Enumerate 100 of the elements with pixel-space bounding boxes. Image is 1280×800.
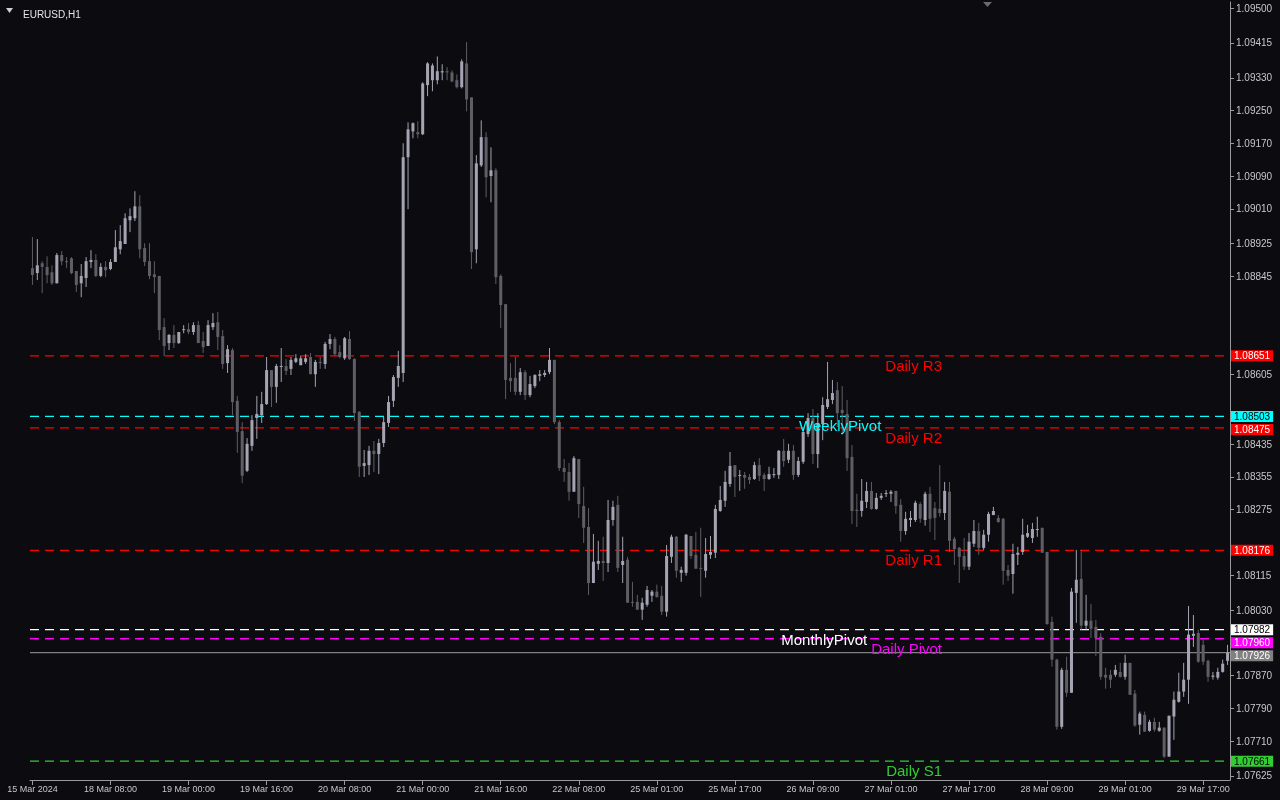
candlestick <box>591 533 595 584</box>
text: 1.07960 <box>1234 637 1271 649</box>
candlestick <box>869 481 873 511</box>
candlestick <box>79 263 83 298</box>
candlestick <box>1089 603 1093 639</box>
candlestick <box>372 440 376 473</box>
ref-line-label: Daily R3 <box>885 356 943 374</box>
candlestick <box>289 356 293 376</box>
candlestick <box>435 55 439 85</box>
candlestick <box>669 534 673 564</box>
candlestick <box>1030 522 1034 544</box>
candlestick <box>489 146 493 203</box>
text: 1.08503 <box>1234 410 1271 422</box>
candlestick <box>284 358 288 376</box>
candlestick <box>143 242 147 267</box>
candlestick <box>513 356 517 396</box>
text: 1.07661 <box>1234 755 1271 767</box>
y-tick-label: 1.08030 <box>1236 604 1273 616</box>
candlestick <box>84 256 88 288</box>
candlestick <box>787 443 791 464</box>
candlestick <box>938 464 942 518</box>
candlestick <box>567 462 571 502</box>
candlestick <box>767 466 771 481</box>
candlestick <box>694 531 698 570</box>
candlestick <box>757 457 761 482</box>
candlestick <box>255 395 259 440</box>
candlestick <box>396 350 400 388</box>
candlestick <box>206 319 210 347</box>
candlestick <box>1021 518 1025 556</box>
candlestick <box>1143 711 1147 733</box>
candlestick <box>601 536 605 582</box>
ref-line-label: Daily S1 <box>886 762 942 780</box>
y-tick-label: 1.07870 <box>1236 670 1273 682</box>
text: 1.08475 <box>1234 423 1271 435</box>
candlestick <box>269 369 273 408</box>
candlestick <box>387 395 391 428</box>
candlestick <box>50 264 54 286</box>
text: EURUSD,H1 <box>23 8 82 20</box>
y-tick-label: 1.08115 <box>1236 569 1272 581</box>
candlestick <box>772 467 776 479</box>
candlestick <box>1191 614 1195 648</box>
candlestick <box>382 416 386 448</box>
text: 1.08651 <box>1234 350 1271 362</box>
candlestick <box>216 311 220 351</box>
ref-line-label: Daily R1 <box>885 551 943 569</box>
candlestick <box>913 500 917 523</box>
x-tick-label: 29 Mar 17:00 <box>1176 783 1230 794</box>
candlestick <box>630 581 634 608</box>
candlestick <box>699 527 703 598</box>
x-tick-label: 21 Mar 00:00 <box>396 783 450 794</box>
candlestick <box>918 501 922 524</box>
text: 1.08176 <box>1234 544 1271 556</box>
text: 1.07982 <box>1234 624 1271 636</box>
candlestick <box>660 585 664 616</box>
candlestick <box>274 363 278 404</box>
candlestick <box>826 361 830 410</box>
candlestick <box>279 347 283 383</box>
y-tick-label: 1.08355 <box>1236 471 1273 483</box>
candlestick <box>884 489 888 498</box>
candlestick <box>167 333 171 351</box>
x-tick-label: 28 Mar 09:00 <box>1020 783 1074 794</box>
y-tick-label: 1.08605 <box>1236 369 1273 381</box>
candlestick <box>708 535 712 560</box>
candlestick <box>323 341 327 370</box>
y-tick-label: 1.09170 <box>1236 137 1273 149</box>
candlestick <box>645 585 649 608</box>
x-tick-label: 26 Mar 09:00 <box>786 783 840 794</box>
candlestick <box>943 481 947 521</box>
x-tick-label: 19 Mar 16:00 <box>240 783 294 794</box>
candlestick <box>982 529 986 551</box>
candlestick <box>957 546 961 584</box>
candlestick <box>621 536 625 584</box>
x-tick-label: 20 Mar 08:00 <box>318 783 372 794</box>
candlestick <box>40 260 44 294</box>
candlestick <box>391 374 395 408</box>
candlestick <box>738 469 742 492</box>
candlestick <box>548 347 552 375</box>
candlestick <box>1108 669 1112 689</box>
candlestick <box>348 330 352 361</box>
candlestick <box>596 540 600 571</box>
candlestick <box>830 379 834 405</box>
candlestick <box>313 359 317 388</box>
candlestick <box>1084 594 1088 631</box>
candlestick <box>1016 546 1020 566</box>
y-tick-label: 1.07790 <box>1236 702 1273 714</box>
candlestick <box>704 537 708 579</box>
candlestick <box>65 256 69 269</box>
candlestick <box>430 62 434 92</box>
candlestick <box>987 511 991 543</box>
candlestick <box>1182 662 1186 698</box>
candlestick <box>1206 659 1210 683</box>
candlestick <box>1065 656 1069 698</box>
candlestick <box>1006 564 1010 582</box>
candlestick <box>865 481 869 509</box>
candlestick <box>611 500 615 527</box>
y-tick-label: 1.08435 <box>1236 438 1273 450</box>
candlestick <box>201 331 205 354</box>
y-tick-label: 1.09330 <box>1236 72 1273 84</box>
candlestick <box>518 367 522 396</box>
candlestick <box>904 511 908 536</box>
